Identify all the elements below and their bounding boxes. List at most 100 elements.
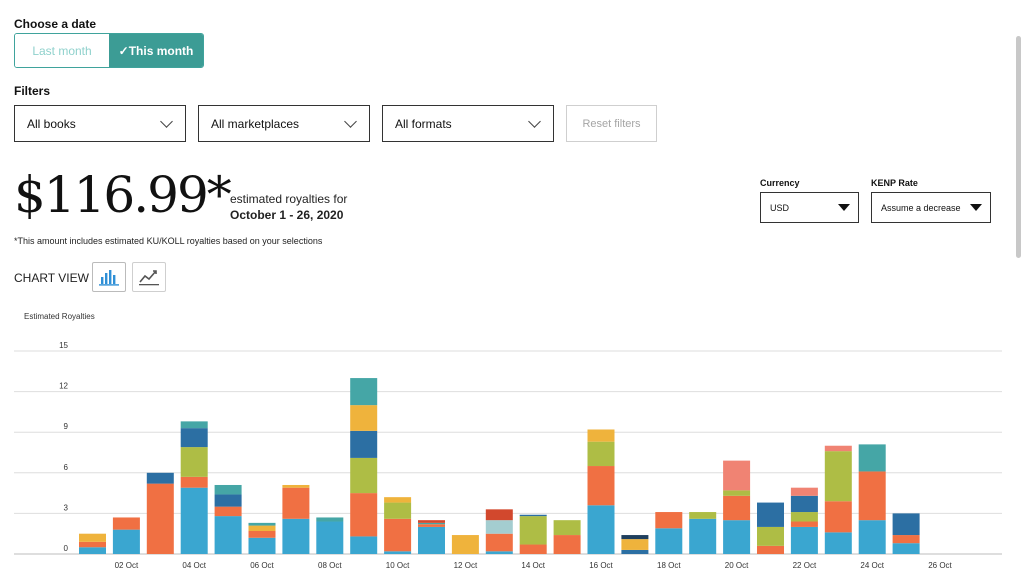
- last-month-button[interactable]: Last month: [15, 34, 109, 67]
- x-tick-label: 20 Oct: [725, 561, 749, 570]
- bar-segment[interactable]: [757, 526, 784, 546]
- bar-segment[interactable]: [689, 512, 717, 519]
- bar-segment[interactable]: [553, 520, 581, 536]
- bar-segment[interactable]: [350, 536, 378, 554]
- bar-segment[interactable]: [824, 532, 852, 554]
- bar-segment[interactable]: [757, 545, 784, 554]
- bar-segment[interactable]: [248, 522, 276, 526]
- bar-segment[interactable]: [350, 430, 378, 458]
- currency-select[interactable]: USD: [760, 192, 859, 223]
- bar-segment[interactable]: [418, 524, 445, 527]
- bar-segment[interactable]: [248, 525, 276, 531]
- bar-view-button[interactable]: [92, 262, 126, 292]
- bar-chart-icon: [99, 270, 119, 286]
- bar-segment[interactable]: [214, 506, 242, 517]
- bar-segment[interactable]: [858, 444, 886, 472]
- filters-label: Filters: [14, 84, 51, 98]
- bar-segment[interactable]: [485, 533, 513, 552]
- bar-segment[interactable]: [248, 537, 276, 554]
- books-dropdown[interactable]: All books: [14, 105, 186, 142]
- bar-segment[interactable]: [587, 429, 615, 442]
- bar-segment[interactable]: [451, 535, 479, 554]
- bar-segment[interactable]: [892, 535, 920, 544]
- bar-segment[interactable]: [146, 472, 174, 484]
- bar-segment[interactable]: [790, 487, 818, 496]
- bar-segment[interactable]: [723, 490, 751, 496]
- bar-segment[interactable]: [418, 522, 445, 525]
- bar-segment[interactable]: [180, 421, 208, 429]
- bar-segment[interactable]: [350, 493, 378, 537]
- bar-segment[interactable]: [892, 513, 920, 536]
- bar-segment[interactable]: [723, 520, 751, 554]
- bar-segment[interactable]: [79, 533, 106, 542]
- bar-segment[interactable]: [587, 505, 615, 554]
- bar-segment[interactable]: [655, 512, 683, 529]
- bar-segment[interactable]: [146, 483, 174, 554]
- bar-segment[interactable]: [790, 526, 818, 554]
- x-tick-label: 10 Oct: [386, 561, 410, 570]
- bar-segment[interactable]: [180, 447, 208, 477]
- bar-segment[interactable]: [282, 518, 310, 554]
- bar-segment[interactable]: [248, 530, 276, 538]
- bar-segment[interactable]: [180, 428, 208, 448]
- bar-segment[interactable]: [790, 521, 818, 527]
- bar-segment[interactable]: [112, 517, 140, 530]
- bar-segment[interactable]: [112, 529, 140, 554]
- bar-segment[interactable]: [418, 526, 445, 554]
- bar-segment[interactable]: [587, 441, 615, 467]
- formats-dropdown[interactable]: All formats: [382, 105, 554, 142]
- this-month-button[interactable]: ✓This month: [109, 34, 203, 67]
- bar-segment[interactable]: [418, 520, 445, 523]
- bar-segment[interactable]: [824, 501, 852, 533]
- kenp-rate-select-value: Assume a decrease: [881, 202, 961, 213]
- bar-segment[interactable]: [214, 494, 242, 507]
- bar-segment[interactable]: [384, 551, 412, 554]
- bar-segment[interactable]: [858, 520, 886, 554]
- bar-segment[interactable]: [384, 497, 412, 503]
- bar-segment[interactable]: [350, 457, 378, 494]
- reset-filters-button[interactable]: Reset filters: [566, 105, 657, 142]
- bar-segment[interactable]: [621, 535, 649, 540]
- bar-segment[interactable]: [316, 517, 344, 522]
- bar-segment[interactable]: [519, 544, 547, 554]
- bar-segment[interactable]: [621, 549, 649, 554]
- bar-segment[interactable]: [485, 520, 513, 534]
- bar-segment[interactable]: [282, 487, 310, 519]
- bar-segment[interactable]: [790, 512, 818, 522]
- bar-segment[interactable]: [282, 484, 310, 488]
- kenp-rate-select[interactable]: Assume a decrease: [871, 192, 991, 223]
- bar-segment[interactable]: [892, 543, 920, 554]
- bar-segment[interactable]: [723, 460, 751, 491]
- bar-segment[interactable]: [723, 495, 751, 521]
- marketplaces-dropdown[interactable]: All marketplaces: [198, 105, 370, 142]
- bar-segment[interactable]: [214, 484, 242, 495]
- bar-segment[interactable]: [384, 518, 412, 552]
- bar-segment[interactable]: [519, 514, 547, 517]
- bar-segment[interactable]: [824, 451, 852, 502]
- line-view-button[interactable]: [132, 262, 166, 292]
- bar-segment[interactable]: [180, 487, 208, 554]
- bar-segment[interactable]: [757, 502, 784, 527]
- bar-segment[interactable]: [553, 535, 581, 554]
- bar-segment[interactable]: [790, 495, 818, 513]
- bar-segment[interactable]: [79, 541, 106, 548]
- bar-segment[interactable]: [621, 539, 649, 550]
- bar-segment[interactable]: [655, 528, 683, 554]
- bar-segment[interactable]: [485, 509, 513, 521]
- bar-segment[interactable]: [384, 502, 412, 519]
- bar-segment[interactable]: [689, 518, 717, 554]
- royalties-amount: $116.99*: [14, 166, 232, 224]
- bar-segment[interactable]: [180, 476, 208, 488]
- bar-segment[interactable]: [214, 516, 242, 554]
- bar-segment[interactable]: [587, 466, 615, 506]
- bar-segment[interactable]: [350, 378, 378, 406]
- bar-segment[interactable]: [858, 471, 886, 521]
- bar-segment[interactable]: [316, 521, 344, 554]
- bar-segment[interactable]: [824, 445, 852, 452]
- bar-segment[interactable]: [519, 516, 547, 545]
- bar-segment[interactable]: [350, 405, 378, 431]
- date-toggle: Last month ✓This month: [14, 33, 204, 68]
- bar-segment[interactable]: [79, 547, 106, 554]
- scrollbar-thumb[interactable]: [1016, 36, 1021, 258]
- bar-segment[interactable]: [485, 551, 513, 554]
